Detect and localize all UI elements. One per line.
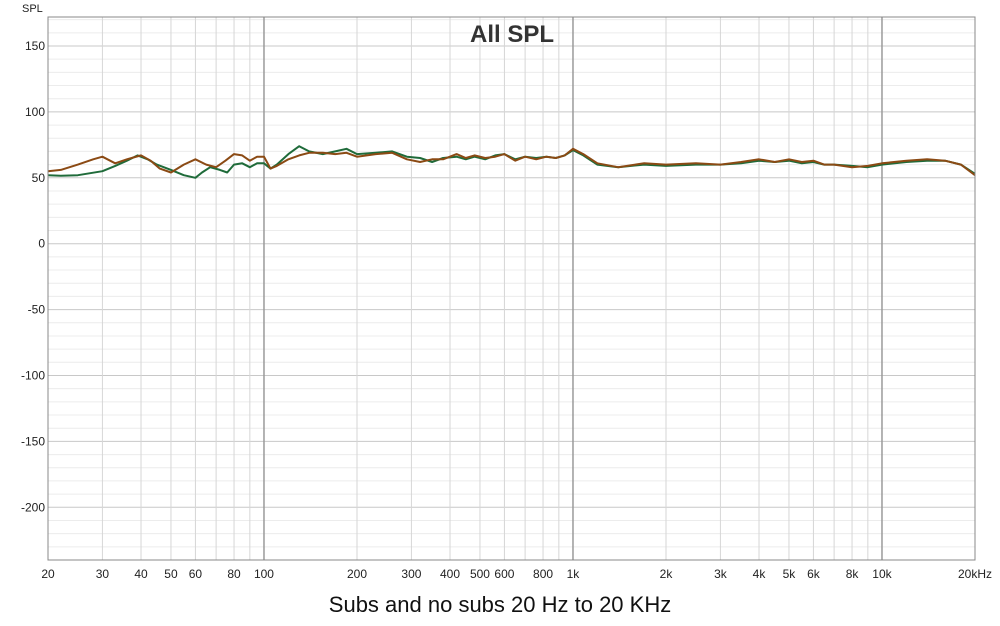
chart-title: All SPL <box>470 21 554 48</box>
x-tick-label: 3k <box>714 567 728 581</box>
x-tick-label: 300 <box>401 567 421 581</box>
chart-grid <box>47 17 976 560</box>
x-tick-label: 6k <box>807 567 821 581</box>
y-axis-ticks: 150 100 50 0 -50 -100 -150 -200 <box>21 39 45 514</box>
y-axis-label: SPL <box>22 3 43 15</box>
x-tick-label: 80 <box>227 567 241 581</box>
y-tick-label: 150 <box>25 39 45 53</box>
x-tick-label: 800 <box>533 567 553 581</box>
series-group <box>47 145 976 179</box>
series-line-2 <box>47 147 976 176</box>
y-tick-label: -100 <box>21 368 45 382</box>
x-tick-label: 20 <box>41 567 55 581</box>
x-tick-label: 30 <box>96 567 110 581</box>
y-tick-label: 0 <box>38 237 45 251</box>
x-tick-label: 50 <box>164 567 178 581</box>
x-tick-label: 10k <box>872 567 892 581</box>
y-tick-label: 50 <box>32 171 46 185</box>
x-tick-label: 40 <box>134 567 148 581</box>
x-tick-label: 400 <box>440 567 460 581</box>
x-tick-label: 60 <box>189 567 203 581</box>
y-tick-label: -150 <box>21 434 45 448</box>
y-tick-label: 100 <box>25 105 45 119</box>
x-tick-label: 5k <box>783 567 797 581</box>
x-tick-label: 1k <box>567 567 581 581</box>
x-tick-label: 2k <box>660 567 674 581</box>
x-tick-label: 600 <box>494 567 514 581</box>
x-tick-label: 20kHz <box>958 567 992 581</box>
x-tick-label: 100 <box>254 567 274 581</box>
x-tick-label: 500 <box>470 567 490 581</box>
x-axis-ticks: 20 30 40 50 60 80 100 200 300 400 500 600 800 1k 2k 3k 4… <box>41 567 992 581</box>
y-tick-label: -200 <box>21 500 45 514</box>
y-tick-label: -50 <box>28 303 46 317</box>
plot-frame <box>47 16 976 561</box>
chart-caption: Subs and no subs 20 Hz to 20 KHz <box>328 592 672 617</box>
x-tick-label: 4k <box>753 567 767 581</box>
x-tick-label: 200 <box>347 567 367 581</box>
x-tick-label: 8k <box>846 567 860 581</box>
